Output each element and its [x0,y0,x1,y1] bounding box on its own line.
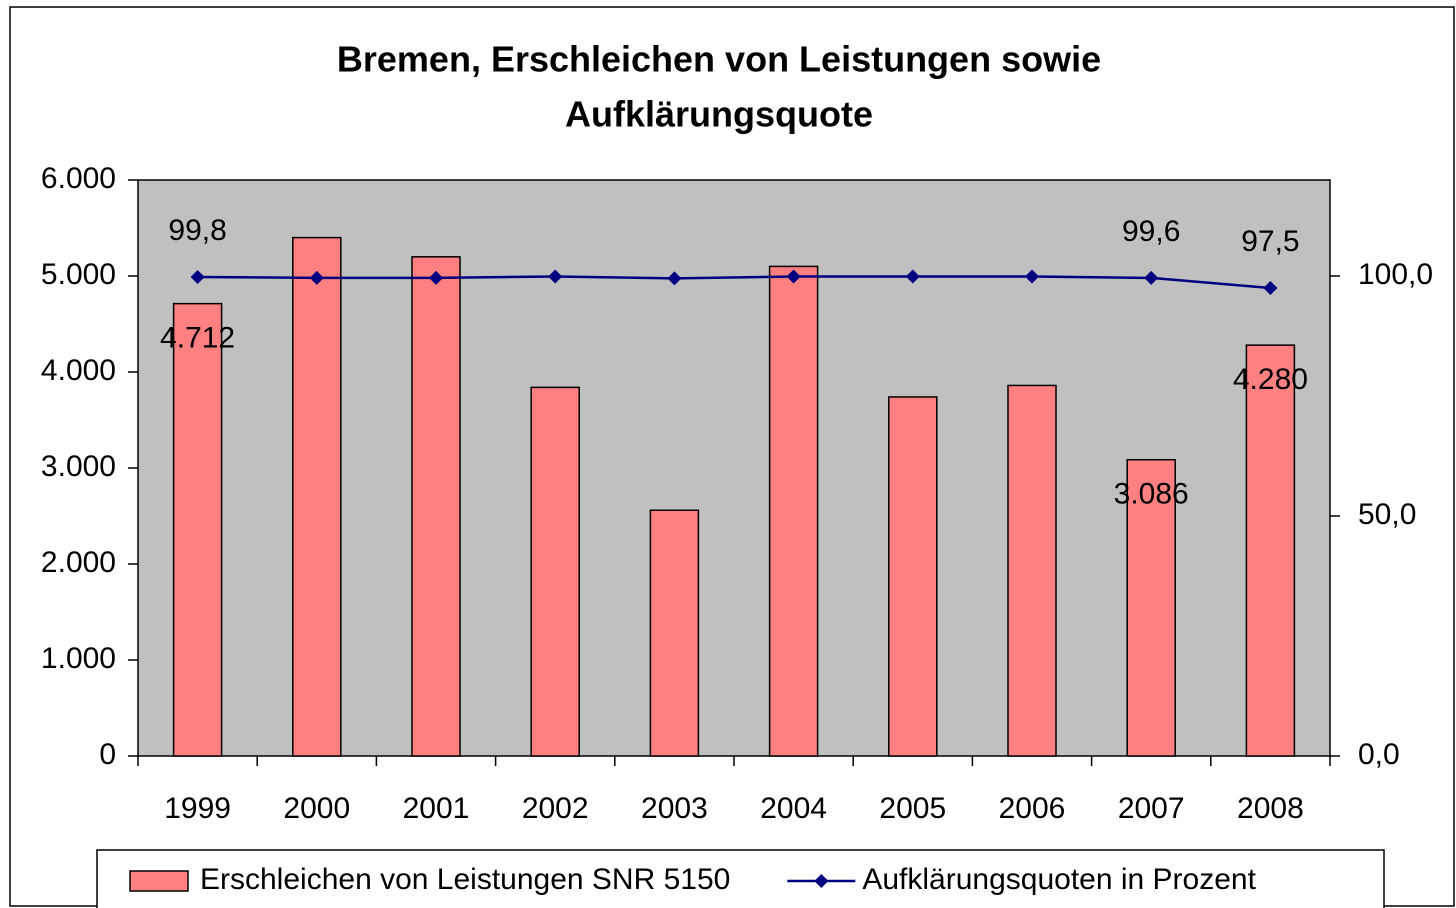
bar [768,265,819,757]
line-value-label: 99,8 [168,214,226,247]
x-tick-label: 2008 [1237,792,1304,825]
bar [1126,458,1176,757]
line-marker [1263,281,1278,295]
legend-swatch [129,870,189,892]
x-tick-label: 2006 [999,792,1066,825]
y-tick-label: 0 [99,738,116,771]
x-tick-label: 2005 [879,792,946,825]
bar [1245,344,1296,757]
x-tick-label: 2004 [760,792,827,825]
chart-title: Bremen, Erschleichen von Leistungen sowi… [337,39,1101,80]
y2-tick-label: 0,0 [1358,738,1400,771]
y2-tick-label: 100,0 [1358,258,1433,291]
line-marker [429,270,443,285]
line-marker [1144,270,1159,285]
y2-tick-label: 50,0 [1358,498,1416,531]
line-marker [905,269,920,284]
bar [649,509,700,757]
chart-title: Aufklärungsquote [565,94,873,135]
legend [96,849,1385,908]
y-tick-label: 6.000 [41,162,116,195]
bar-value-label: 3.086 [1114,478,1189,511]
line-marker [667,271,682,286]
y-tick-label: 3.000 [41,450,116,483]
bar-value-label: 4.712 [160,322,235,355]
line [197,275,1271,290]
bar [172,302,223,757]
line-marker [1025,269,1039,284]
bar-value-label: 4.280 [1233,363,1308,396]
line-value-label: 97,5 [1241,225,1299,258]
bar [530,386,580,757]
x-tick-label: 2001 [403,792,470,825]
x-tick-label: 2000 [283,792,350,825]
x-tick-label: 2002 [522,792,589,825]
line-marker [548,269,563,284]
legend-label: Aufklärungsquoten in Prozent [862,863,1256,896]
y-tick-label: 1.000 [41,642,116,675]
line-marker [309,270,324,285]
line-value-label: 99,6 [1122,215,1180,248]
legend-marker [814,874,829,888]
bar [411,256,461,757]
x-tick-label: 2007 [1118,792,1185,825]
legend-label: Erschleichen von Leistungen SNR 5150 [200,863,730,896]
y-tick-label: 4.000 [41,354,116,387]
bar [888,396,938,757]
line-marker [190,269,205,284]
y-tick-label: 2.000 [41,546,116,579]
bar [1007,384,1057,757]
x-tick-label: 2003 [641,792,708,825]
y-tick-label: 5.000 [41,258,116,291]
x-tick-label: 1999 [164,792,231,825]
bar [292,236,342,757]
line-marker [786,269,801,284]
